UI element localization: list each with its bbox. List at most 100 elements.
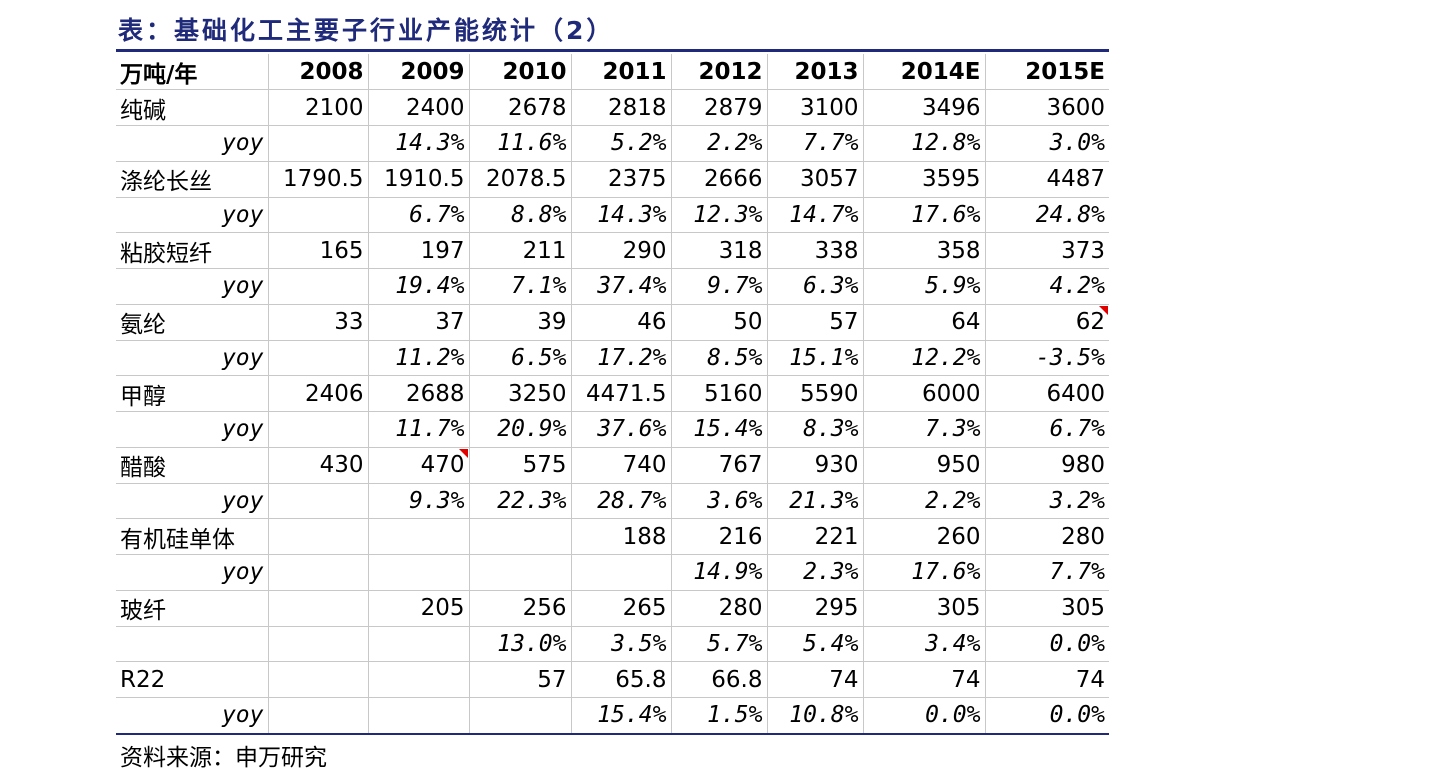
yoy-value: 6.7% bbox=[985, 411, 1109, 448]
capacity-value: 1910.5 bbox=[368, 161, 470, 198]
yoy-value bbox=[368, 697, 470, 734]
capacity-value bbox=[469, 518, 572, 555]
capacity-value: 2375 bbox=[571, 161, 672, 198]
capacity-value: 74 bbox=[767, 661, 864, 698]
capacity-value: 4487 bbox=[985, 161, 1109, 198]
capacity-value: 2100 bbox=[268, 89, 369, 126]
yoy-label: yoy bbox=[116, 268, 269, 305]
table-row: 涤纶长丝 1790.5 1910.5 2078.5 2375 2666 3057 3595 44… bbox=[116, 161, 1109, 198]
yoy-value bbox=[469, 697, 572, 734]
capacity-value: 2678 bbox=[469, 89, 572, 126]
yoy-value: 3.4% bbox=[863, 626, 986, 663]
yoy-value: 12.2% bbox=[863, 340, 986, 377]
yoy-value: 19.4% bbox=[368, 268, 470, 305]
yoy-row: yoy 14.3% 11.6% 5.2% 2.2% 7.7% 12.8% 3.0% bbox=[116, 125, 1109, 162]
source-text: 资料来源：申万研究 bbox=[120, 745, 327, 771]
yoy-value: 5.9% bbox=[863, 268, 986, 305]
yoy-value: 6.5% bbox=[469, 340, 572, 377]
yoy-value bbox=[268, 268, 369, 305]
yoy-value: 2.2% bbox=[671, 125, 768, 162]
yoy-label: yoy bbox=[116, 197, 269, 234]
yoy-value: 14.7% bbox=[767, 197, 864, 234]
yoy-value: 14.3% bbox=[368, 125, 470, 162]
capacity-value: 4471.5 bbox=[571, 375, 672, 412]
capacity-value: 2879 bbox=[671, 89, 768, 126]
table-row: 甲醇 2406 2688 3250 4471.5 5160 5590 6000 6400 bbox=[116, 375, 1109, 412]
capacity-value: 197 bbox=[368, 232, 470, 269]
table-row: 醋酸 430 470 575 740 767 930 950 980 bbox=[116, 447, 1109, 484]
capacity-value: 1790.5 bbox=[268, 161, 369, 198]
yoy-label: yoy bbox=[116, 125, 269, 162]
yoy-value: -3.5% bbox=[985, 340, 1109, 377]
capacity-value: 5160 bbox=[671, 375, 768, 412]
yoy-value: 22.3% bbox=[469, 483, 572, 520]
table-title: 表：基础化工主要子行业产能统计（2） bbox=[118, 16, 615, 45]
yoy-value: 37.4% bbox=[571, 268, 672, 305]
capacity-value: 62 bbox=[985, 304, 1109, 341]
table-body: 纯碱 2100 2400 2678 2818 2879 3100 3496 3600 yoy 14.… bbox=[116, 89, 1109, 734]
yoy-value bbox=[268, 340, 369, 377]
yoy-value bbox=[268, 483, 369, 520]
comment-indicator-icon[interactable] bbox=[1099, 305, 1108, 315]
header-row: 万吨/年 2008 2009 2010 2011 2012 2013 2014E… bbox=[116, 54, 1109, 91]
capacity-value: 33 bbox=[268, 304, 369, 341]
capacity-value: 3600 bbox=[985, 89, 1109, 126]
capacity-value: 2400 bbox=[368, 89, 470, 126]
source-note: 资料来源：申万研究 bbox=[116, 733, 1109, 771]
yoy-value bbox=[368, 626, 470, 663]
capacity-value: 2666 bbox=[671, 161, 768, 198]
capacity-value: 280 bbox=[671, 590, 768, 627]
yoy-value: 7.7% bbox=[985, 554, 1109, 591]
product-name: R22 bbox=[116, 661, 269, 698]
product-name: 纯碱 bbox=[116, 89, 269, 126]
yoy-value bbox=[268, 125, 369, 162]
yoy-value: 14.3% bbox=[571, 197, 672, 234]
capacity-value: 64 bbox=[863, 304, 986, 341]
capacity-value: 2078.5 bbox=[469, 161, 572, 198]
yoy-value: 8.3% bbox=[767, 411, 864, 448]
capacity-value bbox=[268, 590, 369, 627]
yoy-value: 6.3% bbox=[767, 268, 864, 305]
yoy-row: yoy 14.9% 2.3% 17.6% 7.7% bbox=[116, 554, 1109, 591]
capacity-value: 260 bbox=[863, 518, 986, 555]
yoy-row: yoy 6.7% 8.8% 14.3% 12.3% 14.7% 17.6% 24.8% bbox=[116, 197, 1109, 234]
capacity-value: 221 bbox=[767, 518, 864, 555]
capacity-value: 430 bbox=[268, 447, 369, 484]
year-header: 2014E bbox=[863, 54, 986, 91]
yoy-value: 13.0% bbox=[469, 626, 572, 663]
table-row: 粘胶短纤 165 197 211 290 318 338 358 373 bbox=[116, 232, 1109, 269]
capacity-value: 575 bbox=[469, 447, 572, 484]
yoy-value: 12.3% bbox=[671, 197, 768, 234]
comment-indicator-icon[interactable] bbox=[458, 448, 468, 458]
capacity-table: 万吨/年 2008 2009 2010 2011 2012 2013 2014E… bbox=[116, 54, 1109, 734]
capacity-value: 46 bbox=[571, 304, 672, 341]
yoy-value: 17.6% bbox=[863, 197, 986, 234]
product-name: 有机硅单体 bbox=[116, 518, 269, 555]
capacity-value: 5590 bbox=[767, 375, 864, 412]
yoy-row: yoy 19.4% 7.1% 37.4% 9.7% 6.3% 5.9% 4.2% bbox=[116, 268, 1109, 305]
capacity-value: 74 bbox=[863, 661, 986, 698]
yoy-value: 5.7% bbox=[671, 626, 768, 663]
capacity-value: 740 bbox=[571, 447, 672, 484]
yoy-value: 15.4% bbox=[671, 411, 768, 448]
yoy-value bbox=[268, 626, 369, 663]
yoy-value: 12.8% bbox=[863, 125, 986, 162]
capacity-value: 295 bbox=[767, 590, 864, 627]
table-row: 纯碱 2100 2400 2678 2818 2879 3100 3496 3600 bbox=[116, 89, 1109, 126]
yoy-value: 17.6% bbox=[863, 554, 986, 591]
product-name: 粘胶短纤 bbox=[116, 232, 269, 269]
yoy-value bbox=[268, 197, 369, 234]
yoy-value: 10.8% bbox=[767, 697, 864, 734]
capacity-value: 188 bbox=[571, 518, 672, 555]
capacity-value: 373 bbox=[985, 232, 1109, 269]
capacity-value: 3100 bbox=[767, 89, 864, 126]
capacity-value: 3595 bbox=[863, 161, 986, 198]
yoy-row: yoy 11.2% 6.5% 17.2% 8.5% 15.1% 12.2% -3.5% bbox=[116, 340, 1109, 377]
capacity-value: 165 bbox=[268, 232, 369, 269]
capacity-value: 3057 bbox=[767, 161, 864, 198]
unit-header: 万吨/年 bbox=[116, 54, 269, 91]
capacity-value: 3496 bbox=[863, 89, 986, 126]
yoy-value: 0.0% bbox=[863, 697, 986, 734]
yoy-value bbox=[268, 554, 369, 591]
yoy-row: 13.0% 3.5% 5.7% 5.4% 3.4% 0.0% bbox=[116, 626, 1109, 663]
